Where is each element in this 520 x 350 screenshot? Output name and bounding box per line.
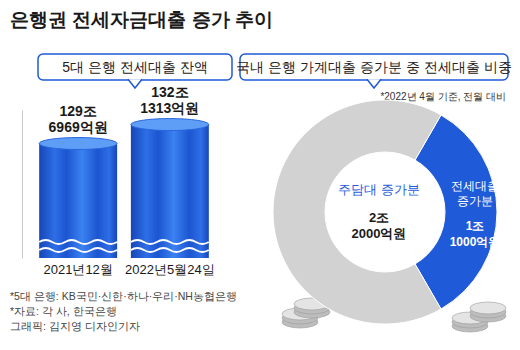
panel-header-pointer [128, 79, 142, 88]
data-label-line: 1000억원 [450, 235, 501, 249]
slice-name-line: 증가분 [457, 194, 493, 208]
data-label-line: 129조 [59, 103, 96, 119]
x-tick-label: 2022년5월24일 [125, 262, 215, 277]
panel-title: 국내 은행 가계대출 증가분 중 전세대출 비중 [236, 59, 511, 75]
chart-root: 은행권 전세자금대출 증가 추이5대 은행 전세대출 잔액129조6969억원1… [0, 0, 520, 350]
x-tick: 2021년12월 [43, 262, 112, 277]
title: 은행권 전세자금대출 증가 추이 [10, 9, 273, 30]
panel-header: 5대 은행 전세대출 잔액 [38, 54, 232, 88]
slices [273, 100, 497, 324]
data-label: 129조6969억원 [49, 103, 108, 135]
footnote: *자료: 각 사, 한국은행 [10, 305, 117, 317]
slice [415, 115, 497, 309]
data-label: 2조2000억원 [352, 210, 407, 241]
bar-top [131, 119, 209, 131]
panel-header-box [38, 54, 232, 80]
subtitle: *2022년 4월 기준, 전월 대비 [380, 91, 506, 102]
coin [470, 302, 506, 314]
data-label-line: 132조 [151, 84, 188, 100]
slice-name: 전세대출증가분 [451, 179, 499, 208]
bar-break-wave [39, 248, 117, 252]
x-tick-label: 2021년12월 [43, 262, 112, 277]
data-label-line: 1조 [466, 219, 485, 233]
panel-title: 5대 은행 전세대출 잔액 [62, 59, 207, 75]
bars [39, 119, 209, 258]
data-label-line: 2000억원 [352, 226, 407, 241]
slice [273, 100, 441, 324]
data-label-line: 6969억원 [49, 119, 108, 135]
data-label: 1조 1000억원 [450, 219, 501, 249]
bar-break-wave [39, 240, 117, 244]
slice-name-line: 전세대출 [451, 179, 499, 193]
y-axis-line [22, 111, 23, 259]
bar [131, 125, 209, 258]
x-tick: 2022년5월24일 [125, 262, 215, 277]
panel-header-pointer [367, 79, 381, 88]
bar [39, 144, 117, 258]
bar-break-wave [131, 240, 209, 244]
footnote: *5대 은행: KB국민·신한·하나·우리·NH농협은행 [10, 290, 237, 302]
footnote: 그래픽: 김지영 디자인기자 [10, 320, 140, 332]
slice-name: 주담대 증가분 [338, 182, 420, 197]
data-label-line: 1313억원 [140, 100, 199, 116]
panel-header: 국내 은행 가계대출 증가분 중 전세대출 비중 [236, 54, 511, 88]
data-label-line: 2조 [369, 210, 389, 225]
y-axis [22, 111, 23, 259]
x-axis: 2021년12월 2022년5월24일 [43, 262, 214, 277]
bar-break-wave [131, 248, 209, 252]
bar-top [39, 138, 117, 150]
data-label: 132조1313억원 [140, 84, 199, 116]
